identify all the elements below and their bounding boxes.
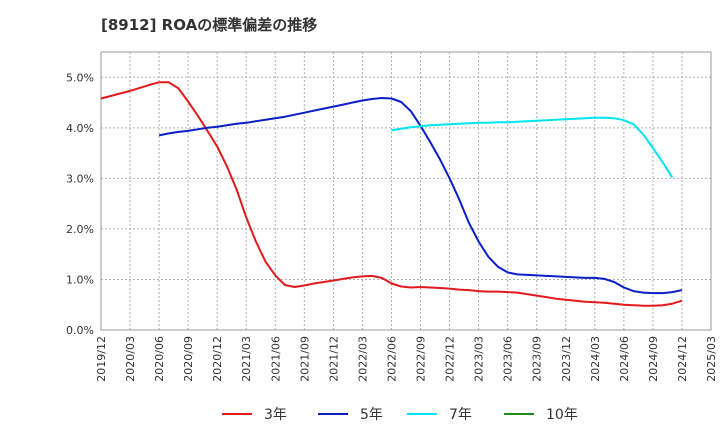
chart-title: [8912] ROAの標準偏差の推移 (101, 16, 318, 34)
legend-label: 7年 (449, 407, 472, 423)
legend: 3年 5年 7年 10年 (222, 407, 578, 423)
x-tick-label: 2020/09 (182, 336, 195, 382)
x-tick-label: 2023/09 (531, 336, 544, 382)
x-tick-label: 2024/06 (618, 336, 631, 382)
legend-label: 10年 (546, 407, 578, 423)
y-tick-label: 3.0% (66, 172, 94, 185)
series-line-7年 (391, 116, 674, 178)
x-tick-label: 2022/06 (385, 336, 398, 382)
x-tick-label: 2021/12 (327, 336, 340, 382)
x-tick-label: 2020/12 (211, 336, 224, 382)
plot-frame (100, 51, 712, 331)
x-tick-label: 2020/06 (153, 336, 166, 382)
legend-label: 3年 (264, 407, 287, 423)
x-tick-label: 2024/09 (647, 336, 660, 382)
x-tick-label: 2020/03 (124, 336, 137, 382)
y-tick-label: 5.0% (66, 71, 94, 84)
x-tick-label: 2023/06 (502, 336, 515, 382)
y-tick-label: 2.0% (66, 223, 94, 236)
x-tick-label: 2024/03 (589, 336, 602, 382)
x-tick-label: 2019/12 (95, 336, 108, 382)
y-axis-ticks: 0.0% 1.0% 2.0% 3.0% 4.0% 5.0% (66, 71, 94, 337)
y-tick-label: 4.0% (66, 122, 94, 135)
y-tick-label: 0.0% (66, 324, 94, 337)
x-tick-label: 2023/12 (560, 336, 573, 382)
x-axis-ticks: 2019/12 2020/03 2020/06 2020/09 2020/12 2021/… (95, 336, 718, 382)
x-tick-label: 2022/03 (356, 336, 369, 382)
x-tick-label: 2021/06 (269, 336, 282, 382)
x-tick-label: 2022/09 (415, 336, 428, 382)
legend-label: 5年 (360, 407, 383, 423)
x-tick-label: 2023/03 (473, 336, 486, 382)
series-line-3年 (100, 81, 683, 307)
series-lines (100, 81, 683, 307)
x-tick-label: 2021/03 (240, 336, 253, 382)
y-tick-label: 1.0% (66, 273, 94, 286)
grid-lines (101, 52, 711, 330)
x-tick-label: 2022/12 (444, 336, 457, 382)
x-tick-label: 2025/03 (705, 336, 718, 382)
x-tick-label: 2024/12 (676, 336, 689, 382)
x-tick-label: 2021/09 (298, 336, 311, 382)
